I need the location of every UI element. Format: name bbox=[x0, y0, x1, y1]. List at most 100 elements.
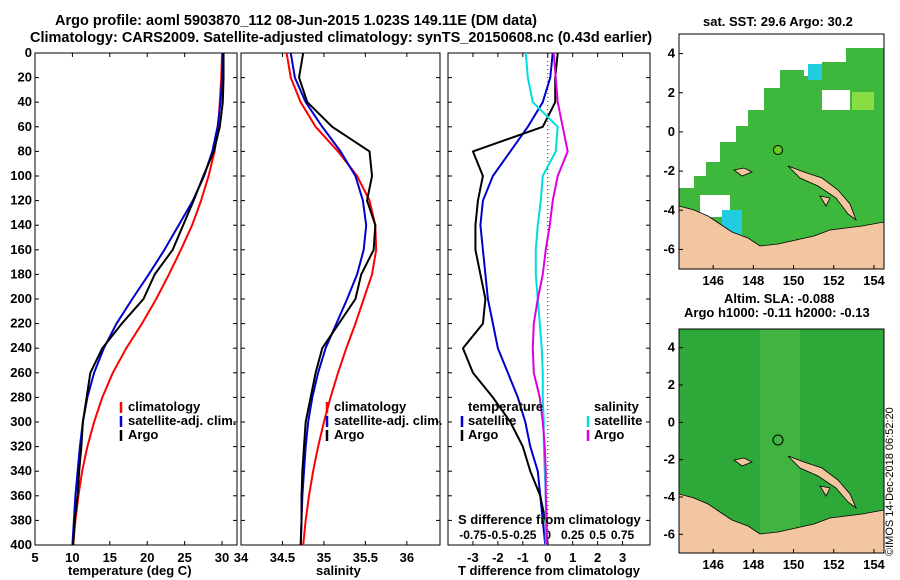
diff-legend-s-satellite: satellite bbox=[594, 413, 643, 428]
sst-map bbox=[678, 33, 885, 270]
temp-xtick-label: 25 bbox=[177, 550, 191, 565]
sal-series-line bbox=[289, 52, 368, 546]
temp-series-line bbox=[71, 52, 224, 546]
salinity-diff-tick-label: 0 bbox=[544, 528, 551, 542]
sla-lat-label: 0 bbox=[668, 414, 675, 429]
sal-frame bbox=[240, 52, 441, 546]
diff-xtick-label: -1 bbox=[517, 550, 529, 565]
sal-xtick-label: 35 bbox=[317, 550, 331, 565]
salinity-plot: 34 34.5 35 35.5 36 bbox=[234, 52, 441, 565]
sst-land-islands bbox=[733, 167, 831, 207]
temp-xtick-label: 5 bbox=[31, 550, 38, 565]
salinity-diff-tick-label: -0.25 bbox=[509, 528, 537, 542]
salinity-diff-tick-label: 0.5 bbox=[589, 528, 606, 542]
temp-legend-argo: Argo bbox=[128, 427, 159, 442]
difference-top-label: S difference from climatology bbox=[458, 512, 641, 527]
sla-lat-label: 2 bbox=[668, 377, 675, 392]
diff-legend-t-argo: Argo bbox=[468, 427, 499, 442]
imos-timestamp: ©IMOS 14-Dec-2018 06:52:20 bbox=[884, 407, 896, 556]
depth-tick-label: 120 bbox=[10, 193, 32, 208]
sla-lon-label: 154 bbox=[863, 557, 885, 572]
sla-map-title-2: Argo h1000: -0.11 h2000: -0.13 bbox=[684, 305, 870, 320]
sst-lon-label: 154 bbox=[863, 273, 885, 288]
sal-legend-argo: Argo bbox=[334, 427, 365, 442]
sal-xtick-label: 36 bbox=[400, 550, 414, 565]
sla-lat-label: -6 bbox=[663, 526, 675, 541]
temperature-plot: 0 20 40 60 80 100 120 140 160 180 200 220 240 260 280 3… bbox=[10, 45, 238, 565]
diff-xtick-label: -2 bbox=[492, 550, 504, 565]
sla-band bbox=[760, 329, 800, 553]
diff-xtick-label: 2 bbox=[594, 550, 601, 565]
sal-xtick-label: 35.5 bbox=[353, 550, 378, 565]
depth-tick-label: 60 bbox=[18, 119, 32, 134]
diff-series-line bbox=[461, 52, 559, 546]
temp-xtick-label: 20 bbox=[140, 550, 154, 565]
salinity-diff-tick-label: 0.25 bbox=[561, 528, 585, 542]
figure-title-line1: Argo profile: aoml 5903870_112 08-Jun-20… bbox=[55, 13, 537, 29]
sal-series-line bbox=[298, 52, 377, 546]
temp-legend-satellite: satellite-adj. clim. bbox=[128, 413, 237, 428]
diff-legend-temperature-title: temperature bbox=[468, 399, 544, 414]
sst-lon-label: 146 bbox=[702, 273, 724, 288]
sla-lon-label: 152 bbox=[823, 557, 845, 572]
temperature-xlabel: temperature (deg C) bbox=[68, 563, 192, 578]
sla-lat-label: 4 bbox=[668, 340, 676, 355]
sst-land-new-britain bbox=[787, 165, 857, 222]
temp-frame bbox=[34, 52, 238, 546]
temp-xtick-label: 15 bbox=[103, 550, 117, 565]
sla-lon-label: 150 bbox=[783, 557, 805, 572]
sst-lat-label: 2 bbox=[668, 85, 675, 100]
depth-tick-label: 360 bbox=[10, 488, 32, 503]
depth-tick-label: 180 bbox=[10, 266, 32, 281]
sst-map-frame bbox=[678, 33, 885, 270]
diff-xtick-label: -3 bbox=[467, 550, 479, 565]
sal-xtick-label: 34.5 bbox=[270, 550, 295, 565]
depth-tick-label: 400 bbox=[10, 537, 32, 552]
sst-lat-label: -4 bbox=[663, 202, 675, 217]
depth-tick-label: 380 bbox=[10, 512, 32, 527]
diff-legend-salinity-title: salinity bbox=[594, 399, 639, 414]
depth-tick-label: 240 bbox=[10, 340, 32, 355]
salinity-diff-tick-label: 0.75 bbox=[611, 528, 635, 542]
sst-lon-label: 148 bbox=[743, 273, 765, 288]
sla-lat-label: -2 bbox=[663, 452, 675, 467]
difference-xlabel: T difference from climatology bbox=[458, 563, 641, 578]
map-axes: 146 148 150 152 154 4 2 0 -2 -4 -6 146 148 150 152 154 4… bbox=[663, 46, 885, 572]
sst-land-new-guinea bbox=[679, 205, 884, 269]
sst-cloud-patch bbox=[822, 90, 850, 110]
sal-legend-satellite: satellite-adj. clim. bbox=[334, 413, 443, 428]
diff-frame bbox=[447, 52, 651, 546]
depth-tick-label: 0 bbox=[25, 45, 32, 60]
sst-lat-label: 0 bbox=[668, 124, 675, 139]
diff-xtick-label: 3 bbox=[619, 550, 626, 565]
depth-tick-label: 320 bbox=[10, 439, 32, 454]
depth-tick-label: 40 bbox=[18, 94, 32, 109]
figure-title-line2: Climatology: CARS2009. Satellite-adjuste… bbox=[30, 30, 653, 46]
sst-lon-label: 150 bbox=[783, 273, 805, 288]
diff-xtick-label: 0 bbox=[544, 550, 551, 565]
difference-plot: -3 -2 -1 0 1 2 3 -0.75 -0.5 -0.25 0 0.25 0.5 0.75 bbox=[447, 52, 651, 565]
sst-map-title: sat. SST: 29.6 Argo: 30.2 bbox=[703, 14, 853, 29]
salinity-diff-tick-label: -0.75 bbox=[459, 528, 487, 542]
sst-warm-patch bbox=[808, 64, 822, 80]
sla-map bbox=[678, 328, 885, 554]
sst-lat-label: -2 bbox=[663, 163, 675, 178]
temp-xtick-label: 30 bbox=[215, 550, 229, 565]
sla-land-islands bbox=[733, 457, 831, 497]
depth-tick-label: 20 bbox=[18, 70, 32, 85]
sla-map-frame bbox=[678, 328, 885, 554]
sst-cool-patch bbox=[852, 92, 874, 110]
temp-series-line bbox=[72, 53, 225, 546]
salinity-xlabel: salinity bbox=[316, 563, 361, 578]
sst-lon-label: 152 bbox=[823, 273, 845, 288]
sal-series-line bbox=[285, 52, 378, 546]
sla-land-new-guinea bbox=[679, 493, 884, 553]
sst-lat-label: -6 bbox=[663, 241, 675, 256]
sla-land-new-britain bbox=[787, 455, 857, 510]
depth-tick-label: 280 bbox=[10, 389, 32, 404]
depth-tick-label: 100 bbox=[10, 168, 32, 183]
depth-tick-label: 300 bbox=[10, 414, 32, 429]
depth-tick-label: 220 bbox=[10, 316, 32, 331]
depth-tick-label: 200 bbox=[10, 291, 32, 306]
